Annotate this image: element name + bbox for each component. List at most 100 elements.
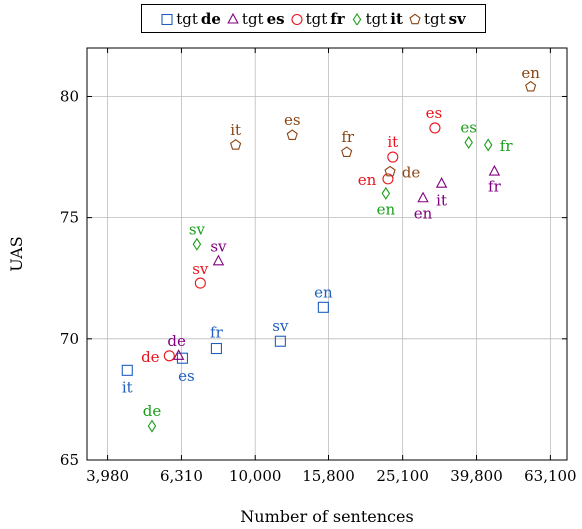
diamond-marker-icon	[352, 12, 361, 25]
grid	[87, 48, 567, 461]
legend-prefix: tgt	[365, 9, 388, 28]
pentagon-marker-icon	[409, 13, 421, 24]
point-label: it	[122, 378, 133, 396]
data-point	[172, 349, 185, 360]
data-point	[381, 186, 391, 200]
data-point	[483, 138, 493, 152]
legend-item: tgt de	[161, 10, 221, 28]
legend-item: tgt sv	[409, 10, 466, 28]
data-point	[194, 277, 206, 289]
series-it: de sv en es fr	[143, 119, 514, 433]
point-label: it	[230, 121, 241, 139]
data-point	[163, 350, 175, 362]
x-axis-label: Number of sentences	[240, 507, 413, 526]
data-point	[384, 165, 396, 177]
series-sv: it es fr de en	[230, 64, 540, 182]
data-point	[317, 301, 329, 313]
y-tick-label: 75	[60, 209, 79, 227]
data-point	[192, 237, 202, 251]
legend-marker-shape	[409, 13, 421, 24]
data-point	[387, 151, 399, 163]
point-label: es	[284, 111, 301, 129]
legend-prefix: tgt	[176, 9, 198, 28]
series-es: de sv en it fr	[167, 164, 502, 360]
data-point	[210, 342, 222, 355]
legend-marker-shape	[291, 13, 303, 25]
point-label: it	[387, 133, 398, 151]
y-tick-label: 65	[60, 451, 79, 469]
y-tick-labels: 65 70 75 80	[60, 87, 79, 469]
point-label: fr	[341, 128, 355, 146]
point-label: es	[426, 104, 443, 122]
legend-language: es	[266, 9, 285, 28]
point-label: fr	[500, 137, 514, 155]
legend-item: tgt es	[227, 10, 285, 28]
x-tick-label: 3,980	[86, 467, 129, 485]
point-label: fr	[488, 178, 502, 196]
point-label: es	[178, 367, 195, 385]
y-axis-label: UAS	[7, 236, 26, 272]
data-point	[382, 173, 394, 185]
x-tick-label: 39,800	[450, 467, 503, 485]
point-label: de	[402, 164, 421, 182]
legend-prefix: tgt	[241, 9, 264, 28]
legend-marker-shape	[227, 12, 239, 24]
axis-ticks	[87, 48, 567, 461]
data-point	[488, 164, 501, 176]
data-point	[176, 352, 188, 364]
point-label: en	[377, 200, 396, 218]
series-fr: de sv en it es	[141, 104, 442, 366]
data-point	[429, 122, 441, 134]
x-tick-label: 63,100	[524, 467, 577, 485]
x-tick-label: 25,100	[376, 467, 429, 485]
data-point	[147, 419, 157, 433]
point-label: sv	[210, 237, 227, 255]
y-tick-label: 70	[60, 330, 79, 348]
legend: tgt de tgt es tgt fr tgt it tgt sv	[141, 4, 486, 33]
x-tick-label: 10,000	[229, 467, 282, 485]
data-point	[274, 335, 286, 347]
x-tick-labels: 3,980 6,310 10,000 15,800 25,100 39,800 63,100	[86, 467, 577, 485]
x-tick-label: 6,310	[160, 467, 203, 485]
point-label: fr	[210, 324, 224, 342]
point-label: sv	[189, 220, 206, 238]
data-point	[286, 129, 298, 141]
legend-item: tgt fr	[291, 10, 345, 28]
legend-item: tgt it	[351, 10, 403, 28]
x-tick-label: 15,800	[302, 467, 355, 485]
data-point	[417, 191, 429, 203]
point-label: de	[141, 348, 160, 366]
legend-marker-shape	[352, 12, 361, 25]
circle-marker-icon	[291, 13, 303, 25]
series-de: it es fr sv en	[121, 283, 333, 396]
point-label: en	[521, 64, 540, 82]
legend-language: it	[390, 9, 403, 28]
legend-marker-shape	[161, 13, 173, 25]
legend-language: sv	[448, 9, 466, 28]
triangle-marker-icon	[227, 12, 239, 24]
point-label: de	[167, 332, 186, 350]
data-point	[121, 364, 133, 376]
point-label: de	[143, 402, 162, 420]
point-label: en	[314, 283, 333, 301]
point-label: it	[436, 192, 447, 210]
y-tick-label: 80	[60, 87, 79, 105]
data-point	[464, 136, 473, 150]
point-label: sv	[272, 317, 289, 335]
point-label: es	[460, 119, 477, 137]
legend-prefix: tgt	[423, 9, 446, 28]
legend-language: de	[200, 9, 221, 28]
legend-language: fr	[330, 9, 345, 28]
square-marker-icon	[161, 13, 173, 25]
point-label: sv	[192, 260, 209, 278]
data-point	[435, 177, 448, 188]
legend-prefix: tgt	[305, 9, 328, 28]
point-label: en	[358, 171, 377, 189]
data-point	[230, 139, 242, 150]
data-point	[525, 80, 537, 92]
plot-frame	[86, 47, 568, 461]
data-point	[212, 254, 225, 266]
data-point	[341, 146, 353, 157]
